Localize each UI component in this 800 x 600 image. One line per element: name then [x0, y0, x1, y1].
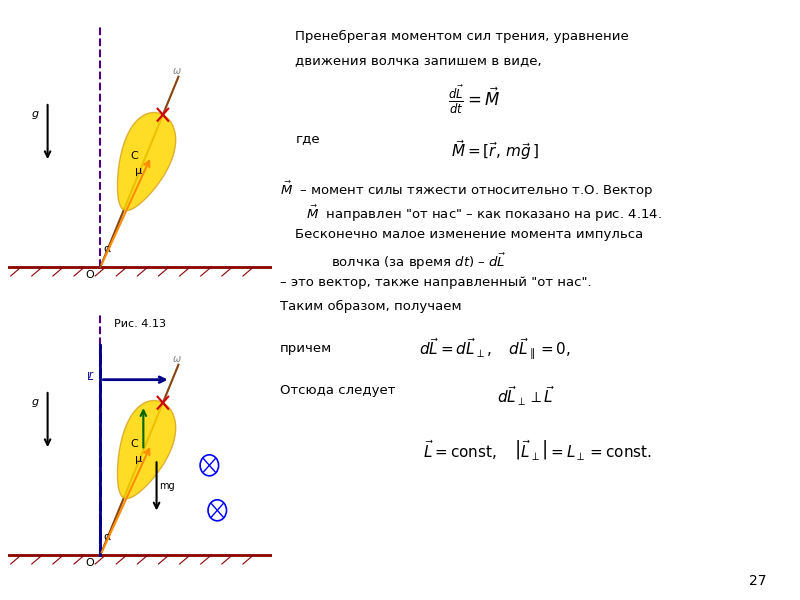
Text: α: α [103, 532, 110, 542]
Text: C: C [130, 439, 138, 449]
Text: Рис. 4.13: Рис. 4.13 [114, 319, 166, 329]
Text: $d\vec{L}_{\perp} \perp \vec{L}$: $d\vec{L}_{\perp} \perp \vec{L}$ [497, 384, 554, 407]
Text: C: C [130, 151, 138, 161]
Text: ω: ω [174, 353, 182, 364]
Text: – это вектор, также направленный "от нас".: – это вектор, также направленный "от нас… [280, 276, 592, 289]
Text: μ: μ [135, 166, 142, 176]
Text: Бесконечно малое изменение момента импульса: Бесконечно малое изменение момента импул… [295, 228, 644, 241]
Polygon shape [118, 113, 176, 211]
Text: движения волчка запишем в виде,: движения волчка запишем в виде, [295, 54, 542, 67]
Text: Таким образом, получаем: Таким образом, получаем [280, 300, 462, 313]
Polygon shape [118, 401, 176, 499]
Text: O: O [86, 557, 94, 568]
Text: $\vec{M}$  – момент силы тяжести относительно т.О. Вектор: $\vec{M}$ – момент силы тяжести относите… [280, 180, 654, 200]
Text: Отсюда следует: Отсюда следует [280, 384, 395, 397]
Text: $d\vec{L} = d\vec{L}_{\perp}, \quad d\vec{L}_{\parallel} = 0,$: $d\vec{L} = d\vec{L}_{\perp}, \quad d\ve… [419, 336, 571, 362]
Text: где: где [295, 132, 320, 145]
Text: α: α [103, 244, 110, 254]
Text: $\vec{M} = [\vec{r},\, m\vec{g}\,]$: $\vec{M} = [\vec{r},\, m\vec{g}\,]$ [451, 138, 539, 162]
Text: волчка (за время $d t$) – $d\vec{L}$: волчка (за время $d t$) – $d\vec{L}$ [331, 252, 507, 272]
Text: $\vec{L} = \mathrm{const}, \quad \left|\vec{L}_{\perp}\right| = L_{\perp} = \mat: $\vec{L} = \mathrm{const}, \quad \left|\… [423, 438, 652, 462]
Text: причем: причем [280, 342, 332, 355]
Text: μ: μ [135, 454, 142, 464]
Text: r: r [89, 370, 93, 380]
Text: mg: mg [159, 481, 175, 491]
Text: L: L [87, 371, 94, 382]
Text: g: g [32, 109, 39, 119]
Text: 27: 27 [749, 574, 766, 588]
Text: $\vec{M}$  направлен "от нас" – как показано на рис. 4.14.: $\vec{M}$ направлен "от нас" – как показ… [306, 204, 662, 224]
Text: O: O [86, 269, 94, 280]
Text: ω: ω [174, 65, 182, 76]
Text: g: g [32, 397, 39, 407]
Text: $\frac{d\vec{L}}{dt} = \vec{M}$: $\frac{d\vec{L}}{dt} = \vec{M}$ [449, 84, 501, 116]
Text: Пренебрегая моментом сил трения, уравнение: Пренебрегая моментом сил трения, уравнен… [295, 30, 629, 43]
